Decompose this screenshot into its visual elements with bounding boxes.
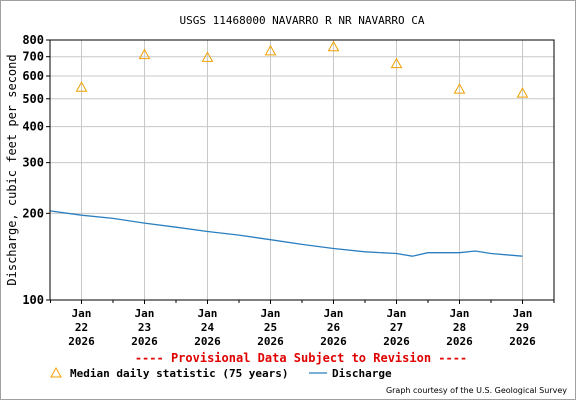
x-tick-label-day: 29 — [516, 321, 529, 334]
x-tick-label-day: 22 — [75, 321, 88, 334]
x-tick-label-month: Jan — [324, 307, 344, 320]
legend-median-label: Median daily statistic (75 years) — [70, 367, 289, 380]
y-tick-label: 700 — [22, 50, 44, 64]
y-axis-label: Discharge, cubic feet per second — [5, 54, 19, 285]
x-tick-label-day: 24 — [201, 321, 215, 334]
y-tick-label: 800 — [22, 33, 44, 47]
series-layer — [49, 40, 529, 257]
median-marker — [201, 51, 214, 62]
y-tick-label: 300 — [22, 156, 44, 170]
y-tick-label: 400 — [22, 120, 44, 134]
median-marker — [390, 57, 403, 69]
x-tick-label-year: 2026 — [68, 335, 95, 348]
x-tick-label-year: 2026 — [383, 335, 410, 348]
median-marker — [327, 40, 340, 52]
median-marker — [516, 87, 529, 98]
median-marker — [138, 48, 151, 60]
x-tick-label-day: 23 — [138, 321, 151, 334]
x-tick-label-day: 28 — [453, 321, 466, 334]
x-tick-label-year: 2026 — [131, 335, 158, 348]
median-marker — [264, 44, 277, 56]
x-tick-label-year: 2026 — [509, 335, 536, 348]
legend: Median daily statistic (75 years) Discha… — [50, 366, 392, 380]
x-tick-label-year: 2026 — [257, 335, 284, 348]
x-tick-label-month: Jan — [198, 307, 218, 320]
legend-median-marker — [50, 366, 62, 378]
x-tick-label-month: Jan — [261, 307, 281, 320]
x-axis-ticks: Jan222026Jan232026Jan242026Jan252026Jan2… — [50, 300, 555, 348]
x-tick-label-day: 26 — [327, 321, 341, 334]
plot-area-border — [49, 39, 555, 301]
x-tick-label-month: Jan — [450, 307, 470, 320]
chart-title: USGS 11468000 NAVARRO R NR NAVARRO CA — [179, 14, 424, 27]
grid-lines — [50, 40, 554, 300]
legend-discharge-label: Discharge — [332, 367, 392, 380]
credit-text: Graph courtesy of the U.S. Geological Su… — [386, 386, 567, 395]
x-tick-label-month: Jan — [135, 307, 155, 320]
y-tick-label: 500 — [22, 92, 44, 106]
y-tick-label: 200 — [22, 206, 44, 220]
y-tick-label: 100 — [22, 293, 44, 307]
x-tick-label-year: 2026 — [446, 335, 473, 348]
discharge-line — [49, 210, 523, 257]
x-tick-label-year: 2026 — [320, 335, 347, 348]
y-axis-ticks: 100 200 300 400 500 600 700 800 — [22, 33, 50, 307]
x-tick-label-day: 27 — [390, 321, 403, 334]
x-tick-label-month: Jan — [387, 307, 407, 320]
x-tick-label-day: 25 — [264, 321, 277, 334]
x-tick-label-month: Jan — [72, 307, 92, 320]
provisional-notice: ---- Provisional Data Subject to Revisio… — [135, 351, 467, 365]
y-tick-label: 600 — [22, 69, 44, 83]
x-tick-label-month: Jan — [513, 307, 533, 320]
median-marker — [75, 81, 88, 92]
median-marker — [453, 83, 466, 94]
x-tick-label-year: 2026 — [194, 335, 221, 348]
